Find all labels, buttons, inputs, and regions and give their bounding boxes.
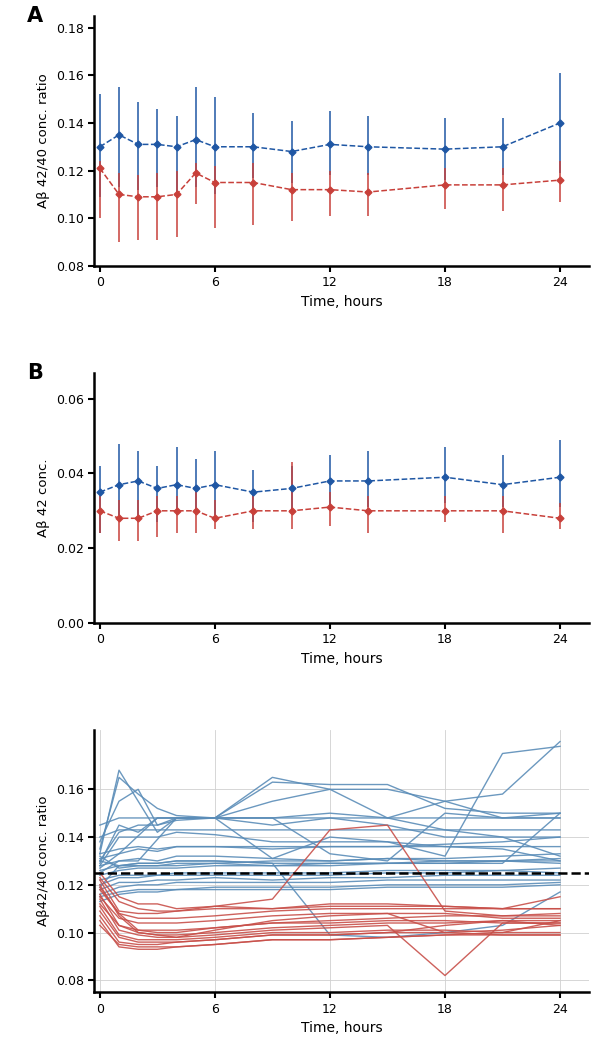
Y-axis label: Aβ 42 conc.: Aβ 42 conc. (37, 459, 50, 537)
X-axis label: Time, hours: Time, hours (300, 295, 382, 309)
Y-axis label: Aβ42/40 conc. ratio: Aβ42/40 conc. ratio (37, 796, 50, 926)
Y-axis label: Aβ 42/40 conc. ratio: Aβ 42/40 conc. ratio (37, 74, 50, 208)
Text: B: B (27, 362, 43, 382)
X-axis label: Time, hours: Time, hours (300, 652, 382, 666)
Text: A: A (27, 5, 44, 26)
X-axis label: Time, hours: Time, hours (300, 1022, 382, 1035)
